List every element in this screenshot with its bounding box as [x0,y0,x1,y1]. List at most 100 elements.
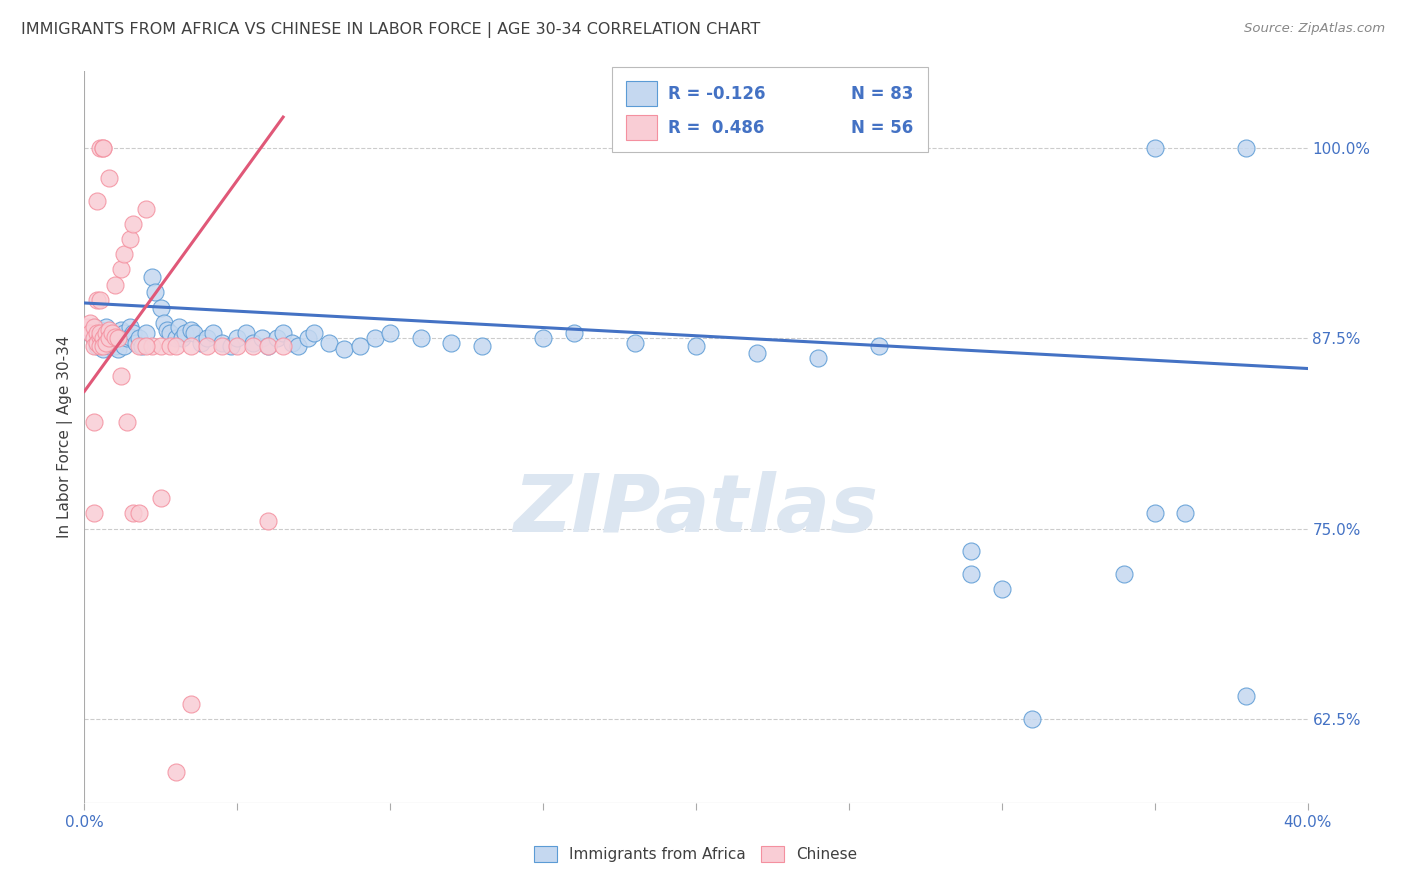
Point [1236,689,1258,703]
Point [94,335,117,350]
Point [83,331,105,345]
Point [281,335,304,350]
Point [104,339,127,353]
Point [242,335,264,350]
Point [211,339,233,353]
Point [141,339,163,353]
Point [97,323,120,337]
Point [112,247,135,261]
Point [122,506,145,520]
Point [97,339,120,353]
Point [97,331,120,345]
Point [807,351,830,365]
Point [89,331,111,345]
Point [143,285,166,300]
Point [89,323,111,337]
Point [1174,506,1197,520]
Point [122,326,145,341]
Point [94,320,117,334]
Point [219,339,242,353]
Point [86,339,108,353]
Point [97,331,120,345]
Point [747,346,769,360]
Point [960,567,983,582]
Point [110,323,132,337]
Point [380,326,402,341]
Point [101,326,124,341]
Point [110,262,132,277]
Point [112,326,135,341]
Text: N = 83: N = 83 [851,85,912,103]
Point [83,320,105,334]
Point [79,326,101,341]
Point [531,331,554,345]
Point [120,329,142,343]
Point [257,514,280,528]
Point [149,491,172,505]
Point [97,171,120,186]
Point [101,333,124,347]
Point [135,339,157,353]
Point [135,202,157,216]
Point [83,339,105,353]
Point [79,326,101,341]
Text: ZIPatlas: ZIPatlas [513,471,879,549]
Point [364,331,387,345]
Point [91,339,114,353]
Point [562,326,585,341]
Point [89,293,111,307]
Point [104,329,127,343]
Point [135,326,157,341]
Point [110,369,132,384]
Point [149,339,172,353]
Point [242,339,264,353]
Point [1143,506,1166,520]
Point [165,331,187,345]
Point [271,339,294,353]
Point [107,331,129,345]
Point [172,331,194,345]
Point [83,320,105,334]
Point [91,335,114,350]
Point [1236,140,1258,154]
Point [83,506,105,520]
Text: R = -0.126: R = -0.126 [668,85,765,103]
Point [165,339,187,353]
Point [180,697,202,711]
Point [167,320,190,334]
Point [685,339,707,353]
Text: Source: ZipAtlas.com: Source: ZipAtlas.com [1244,22,1385,36]
Point [131,339,153,353]
Text: IMMIGRANTS FROM AFRICA VS CHINESE IN LABOR FORCE | AGE 30-34 CORRELATION CHART: IMMIGRANTS FROM AFRICA VS CHINESE IN LAB… [21,22,761,38]
Legend: Immigrants from Africa, Chinese: Immigrants from Africa, Chinese [529,840,863,868]
Point [149,301,172,315]
Point [94,326,117,341]
Point [257,339,280,353]
Point [226,339,249,353]
Point [104,329,127,343]
Point [128,339,150,353]
Point [349,339,371,353]
Point [91,140,114,154]
Point [302,326,325,341]
Point [174,326,197,341]
Point [201,326,224,341]
Point [1143,140,1166,154]
Point [86,194,108,208]
Point [250,331,273,345]
Point [107,331,129,345]
Point [190,335,212,350]
Text: N = 56: N = 56 [851,119,912,136]
Point [86,326,108,341]
Point [257,339,280,353]
Point [86,326,108,341]
Point [104,277,127,292]
Point [165,765,187,780]
Point [153,316,176,330]
Point [101,326,124,341]
Point [128,331,150,345]
Point [76,320,98,334]
Point [195,331,218,345]
Point [94,329,117,343]
Y-axis label: In Labor Force | Age 30-34: In Labor Force | Age 30-34 [58,335,73,539]
